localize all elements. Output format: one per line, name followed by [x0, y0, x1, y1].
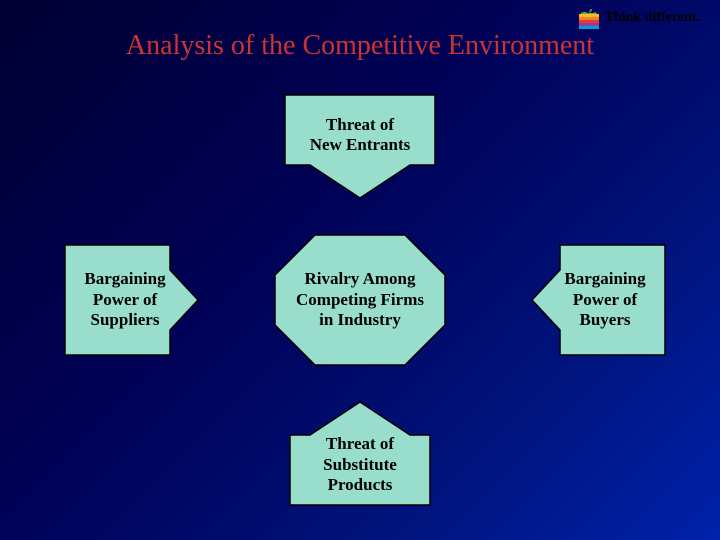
page-title: Analysis of the Competitive Environment [0, 30, 720, 62]
node-substitutes-label: Threat ofSubstituteProducts [323, 434, 397, 495]
node-buyers: BargainingPower ofBuyers [530, 240, 670, 360]
forces-diagram: Threat ofNew Entrants BargainingPower of… [0, 80, 720, 540]
node-suppliers-label: BargainingPower ofSuppliers [84, 269, 165, 330]
node-rivalry-label: Rivalry AmongCompeting Firmsin Industry [296, 269, 424, 330]
node-new-entrants: Threat ofNew Entrants [280, 90, 440, 200]
node-suppliers: BargainingPower ofSuppliers [60, 240, 200, 360]
apple-logo-icon [579, 6, 599, 30]
logo-text: Think different. [605, 10, 700, 26]
node-buyers-label: BargainingPower ofBuyers [564, 269, 645, 330]
node-substitutes: Threat ofSubstituteProducts [285, 400, 435, 510]
logo-area: Think different. [579, 6, 700, 30]
node-rivalry: Rivalry AmongCompeting Firmsin Industry [270, 230, 450, 370]
node-new-entrants-label: Threat ofNew Entrants [310, 115, 411, 156]
